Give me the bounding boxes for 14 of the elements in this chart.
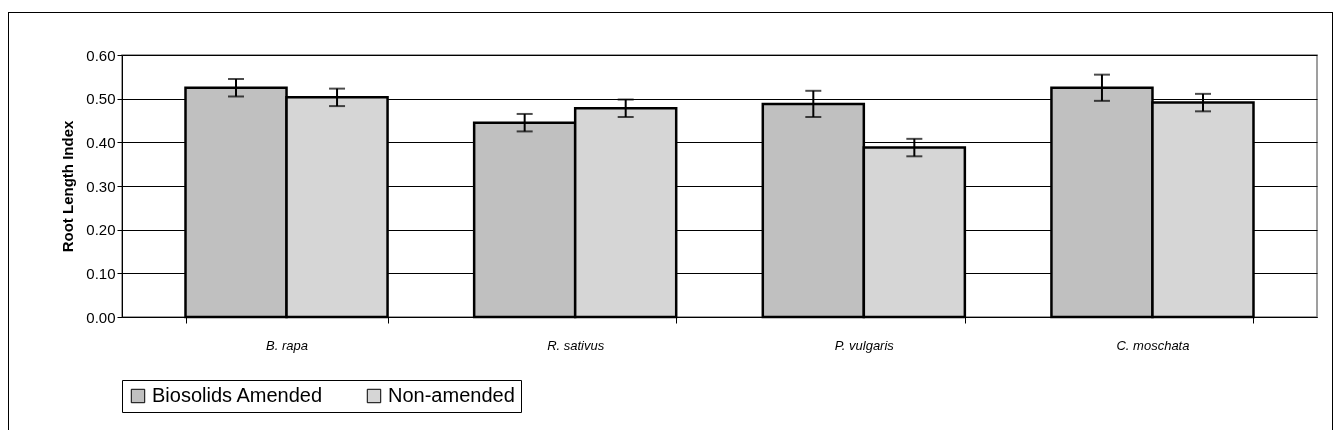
y-tick-label: 0.30 (86, 177, 116, 195)
x-tick-label: P. vulgaris (834, 337, 895, 353)
y-tick-label: 0.60 (86, 46, 116, 64)
y-tick-label: 0.00 (86, 308, 116, 326)
y-axis-title: Root Length Index (59, 120, 77, 253)
y-tick-label: 0.50 (86, 90, 116, 108)
y-tick-label: 0.20 (86, 221, 116, 239)
y-tick-label: 0.40 (86, 133, 116, 151)
legend-label: Biosolids Amended (152, 384, 323, 406)
y-tick-label: 0.10 (86, 264, 116, 282)
x-tick-label: C. moschata (1116, 337, 1190, 353)
x-tick-label: B. rapa (266, 337, 308, 353)
legend-label: Non-amended (388, 384, 515, 406)
x-tick-label: R. sativus (547, 337, 605, 353)
